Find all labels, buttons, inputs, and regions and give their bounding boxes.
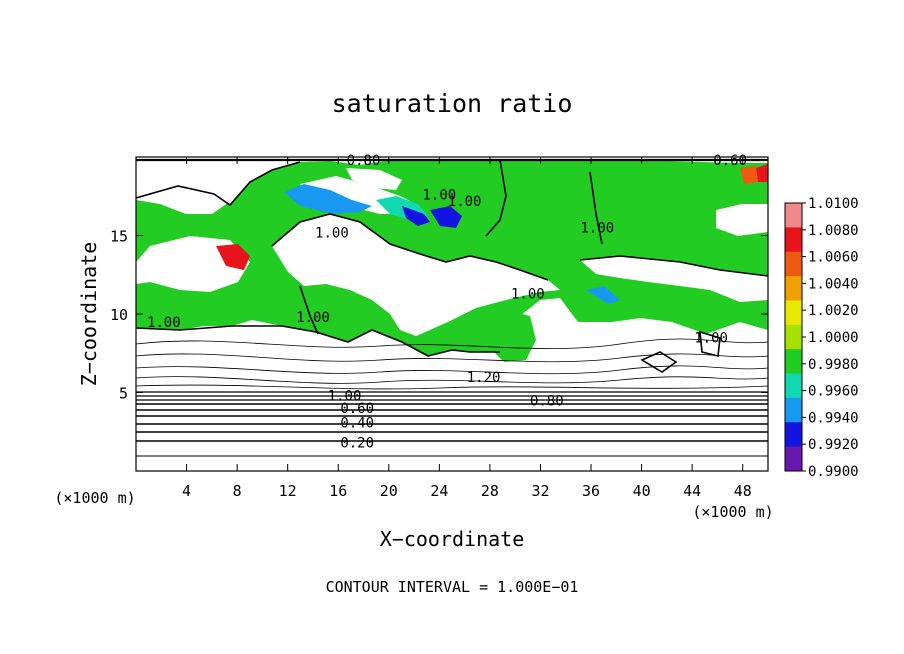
x-tick-label: 16 [329,482,347,500]
x-tick-label: 40 [633,482,651,500]
y-tick-label: 5 [119,385,128,403]
contour-label: 0.60 [713,153,747,169]
x-tick-label: 8 [233,482,242,500]
colorbar-swatch [785,422,802,448]
colorbar: 1.0100 1.0080 1.0060 1.0040 1.0020 1.0000 0.99… [784,196,859,480]
x-tick-label: 4 [182,482,191,500]
contour-label: 0.40 [340,415,374,431]
x-tick-label: 12 [279,482,297,500]
x-tick-label: 48 [734,482,752,500]
field-shading [136,159,768,373]
colorbar-tick-label: 0.9920 [808,437,859,453]
colorbar-swatch [785,324,802,350]
contour-label: 0.80 [347,153,381,169]
colorbar-tick-label: 1.0020 [808,303,859,319]
colorbar-swatch [785,373,802,399]
contour-label: 0.60 [340,401,374,417]
colorbar-swatch [785,349,802,375]
x-tick-label: 44 [683,482,701,500]
contour-label: 1.00 [147,315,181,331]
contour-label: 1.00 [296,310,330,326]
lower-contours [136,158,768,457]
colorbar-swatch [785,397,802,423]
patch-red-2 [756,164,768,182]
colorbar-swatch [785,227,802,253]
contour-label: 1.00 [581,221,615,237]
colorbar-swatch [785,300,802,326]
patch-green-lower [484,310,536,362]
colorbar-tick-label: 0.9940 [808,410,859,426]
x-axis-label: X−coordinate [380,527,525,551]
saturation-contours [136,159,768,373]
colorbar-tick-label: 1.0100 [808,196,859,212]
region-white-right [580,256,768,302]
contour-label: 1.00 [694,331,728,347]
contour-labels: 0.80 0.601.001.001.00 1.001.001.001.001.00… [147,153,747,452]
contour-label: 1.00 [423,188,457,204]
colorbar-tick-label: 0.9900 [808,464,859,480]
y-axis-ticks: 5 10 15 [110,228,768,403]
colorbar-swatch [785,446,802,472]
patch-blue-4 [586,286,620,304]
patch-blue-1 [284,184,372,214]
colorbar-tick-label: 0.9960 [808,384,859,400]
region-white-top-left-hole [346,168,402,190]
y-unit-label: (×1000 m) [54,489,135,507]
region-saturated-green [136,160,768,356]
contour-interval-note: CONTOUR INTERVAL = 1.000E−01 [326,578,579,596]
chart-title: saturation ratio [332,89,573,118]
colorbar-tick-label: 1.0080 [808,223,859,239]
contour-label: 1.00 [328,389,362,405]
contour-label: 1.00 [511,287,545,303]
colorbar-swatch [785,251,802,277]
colorbar-tick-label: 1.0000 [808,330,859,346]
patch-blue-2 [430,206,462,228]
colorbar-tick-label: 1.0060 [808,250,859,266]
colorbar-tick-label: 0.9980 [808,357,859,373]
y-tick-label: 15 [110,228,128,246]
colorbar-tick-label: 1.0040 [808,276,859,292]
region-white-upper-right [716,204,768,236]
contour-label: 1.20 [467,370,501,386]
y-tick-label: 10 [110,306,128,324]
contour-label: 1.00 [315,225,349,241]
patch-orange-1 [740,166,758,184]
contour-label: 0.20 [340,436,374,452]
colorbar-swatch [785,203,802,228]
x-tick-label: 32 [531,482,549,500]
patch-red-1 [216,244,250,270]
region-white-upper-left [136,160,240,214]
x-tick-label: 20 [380,482,398,500]
x-tick-label: 28 [481,482,499,500]
x-tick-label: 24 [430,482,448,500]
contour-label: 1.00 [448,194,482,210]
y-axis-label: Z−coordinate [77,242,101,387]
colorbar-swatch [785,276,802,301]
plot-area: 0.80 0.601.001.001.00 1.001.001.001.001.00… [110,153,769,500]
x-tick-label: 36 [582,482,600,500]
contour-label: 0.80 [530,393,564,409]
region-white-central [272,214,560,336]
x-axis-ticks: 4 8 12 16 20 24 28 32 36 40 44 48 [182,157,752,500]
patch-blue-3 [402,206,430,226]
x-unit-label: (×1000 m) [692,503,773,521]
